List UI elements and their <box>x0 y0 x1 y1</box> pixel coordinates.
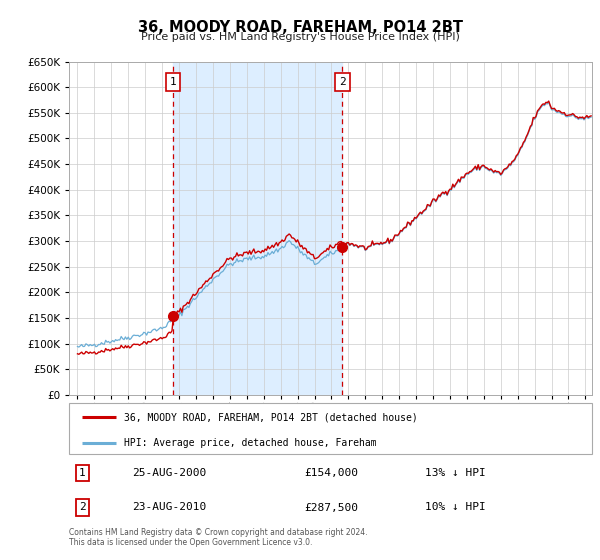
Text: 13% ↓ HPI: 13% ↓ HPI <box>425 468 485 478</box>
Text: 1: 1 <box>79 468 85 478</box>
Bar <box>173 62 343 395</box>
Text: 1: 1 <box>170 77 176 87</box>
Text: 25-AUG-2000: 25-AUG-2000 <box>132 468 206 478</box>
Text: Price paid vs. HM Land Registry's House Price Index (HPI): Price paid vs. HM Land Registry's House … <box>140 32 460 42</box>
FancyBboxPatch shape <box>69 403 592 454</box>
Text: 10% ↓ HPI: 10% ↓ HPI <box>425 502 485 512</box>
Text: 2: 2 <box>339 77 346 87</box>
Text: £287,500: £287,500 <box>304 502 358 512</box>
Text: 2: 2 <box>79 502 85 512</box>
Text: 36, MOODY ROAD, FAREHAM, PO14 2BT: 36, MOODY ROAD, FAREHAM, PO14 2BT <box>137 20 463 35</box>
Text: £154,000: £154,000 <box>304 468 358 478</box>
Text: 23-AUG-2010: 23-AUG-2010 <box>132 502 206 512</box>
Text: 36, MOODY ROAD, FAREHAM, PO14 2BT (detached house): 36, MOODY ROAD, FAREHAM, PO14 2BT (detac… <box>124 412 418 422</box>
Text: Contains HM Land Registry data © Crown copyright and database right 2024.
This d: Contains HM Land Registry data © Crown c… <box>69 528 367 547</box>
Text: HPI: Average price, detached house, Fareham: HPI: Average price, detached house, Fare… <box>124 437 377 447</box>
